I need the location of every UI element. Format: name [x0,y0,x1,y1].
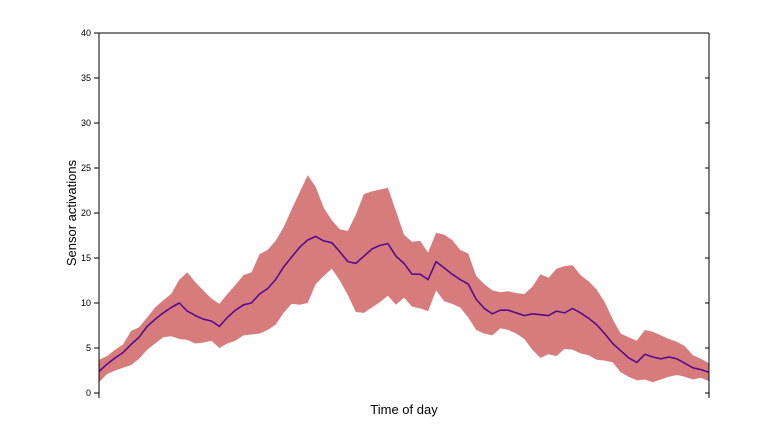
y-tick-label: 25 [81,163,91,173]
confidence-band-layer [99,175,709,383]
y-tick-label: 20 [81,208,91,218]
y-axis-label: Sensor activations [64,159,79,266]
y-tick-label: 40 [81,28,91,38]
mean-line-layer [98,235,710,374]
axes: 0 5 10 15 20 25 30 35 40 [81,28,710,398]
confidence-band [99,175,709,383]
x-axis-label: Time of day [370,402,438,417]
y-tick-label: 5 [86,343,91,353]
y-tick-label: 0 [86,388,91,398]
y-tick-label: 30 [81,118,91,128]
mean-line [98,235,710,374]
y-tick-label: 10 [81,298,91,308]
y-tick-label: 35 [81,73,91,83]
y-tick-label: 15 [81,253,91,263]
